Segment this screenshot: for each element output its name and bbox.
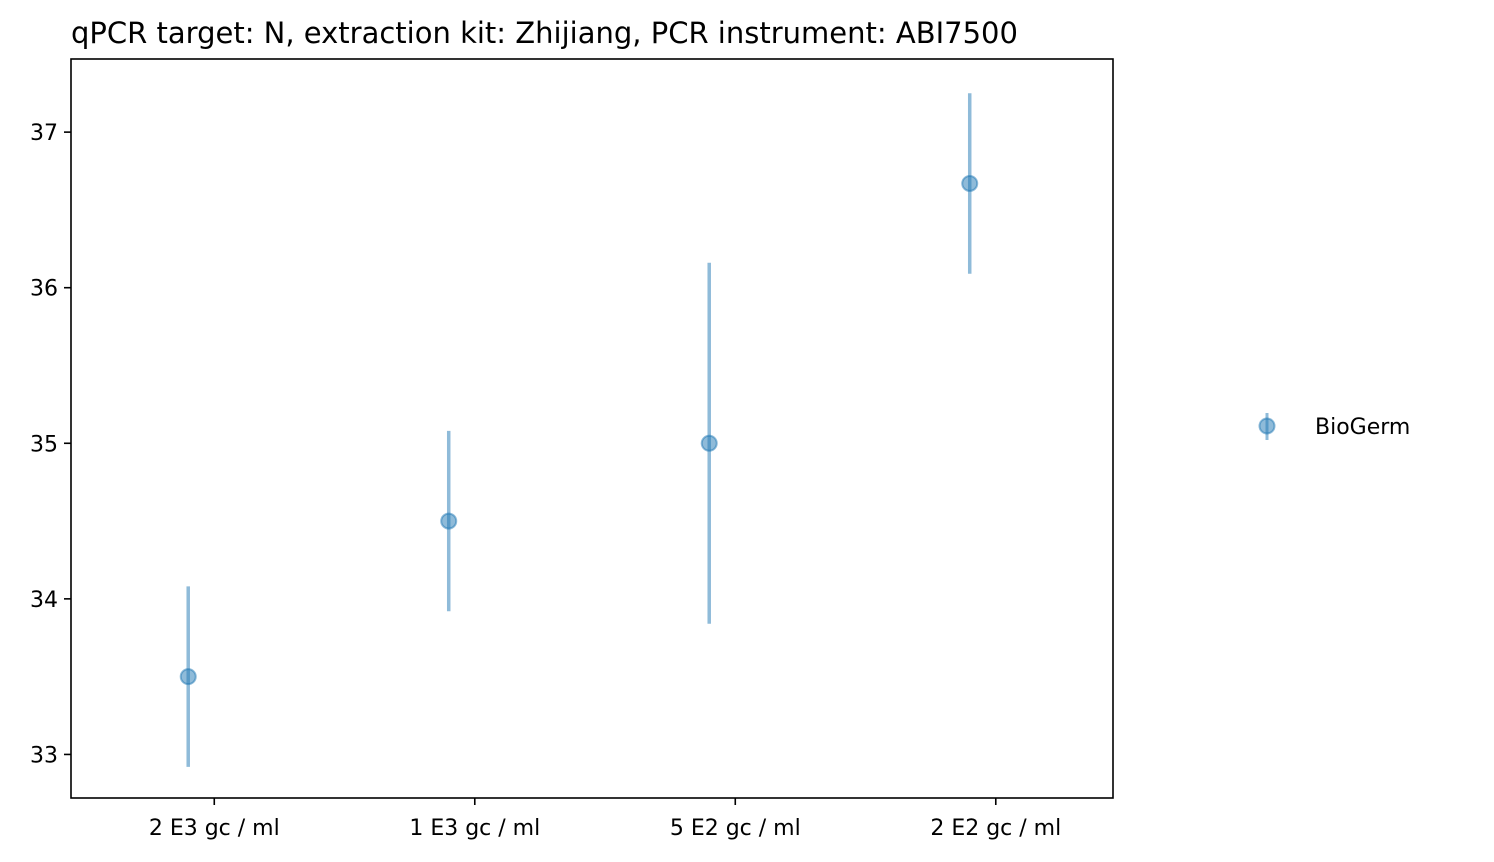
data-points	[179, 93, 979, 767]
y-tick-label: 37	[30, 121, 58, 146]
plot-frame	[70, 58, 1114, 799]
x-axis: 2 E3 gc / ml 1 E3 gc / ml 5 E2 gc / ml 2 E2…	[149, 798, 1061, 841]
data-point	[961, 174, 979, 192]
x-tick-label: 2 E2 gc / ml	[930, 816, 1061, 841]
x-tick-label: 5 E2 gc / ml	[670, 816, 801, 841]
y-tick-label: 34	[30, 588, 58, 613]
legend-label: BioGerm	[1315, 415, 1410, 440]
data-point	[440, 512, 458, 530]
y-axis: 33 34 35 36 37	[30, 121, 71, 768]
chart-title: qPCR target: N, extraction kit: Zhijiang…	[71, 16, 1018, 50]
legend-marker-icon	[1258, 417, 1276, 435]
legend: BioGerm	[1258, 413, 1410, 440]
y-tick-label: 33	[30, 743, 58, 768]
data-point	[700, 434, 718, 452]
data-point	[179, 668, 197, 686]
x-tick-label: 1 E3 gc / ml	[409, 816, 540, 841]
y-tick-label: 35	[30, 432, 58, 457]
y-tick-label: 36	[30, 277, 58, 302]
x-tick-label: 2 E3 gc / ml	[149, 816, 280, 841]
